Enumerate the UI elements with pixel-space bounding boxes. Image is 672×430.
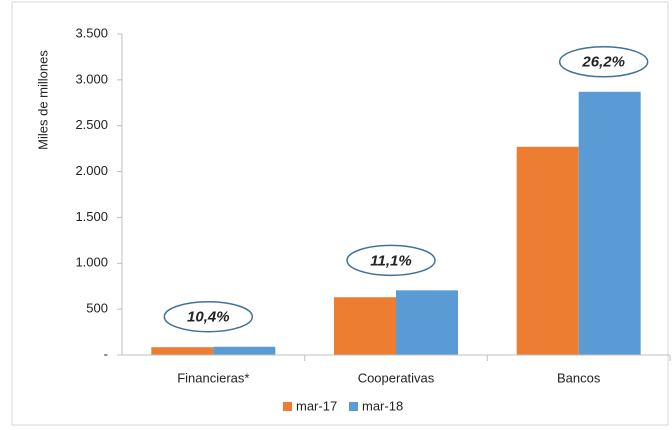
legend-swatch [349, 402, 358, 411]
y-tick-label: 2.000 [75, 163, 108, 178]
y-tick-label: 1.000 [75, 255, 108, 270]
x-tick-label: Financieras* [177, 370, 249, 385]
y-tick-label: 3.500 [75, 25, 108, 40]
legend-swatch [283, 402, 292, 411]
bar [516, 146, 579, 355]
bar [334, 297, 396, 355]
y-tick-label: 1.500 [75, 209, 108, 224]
annotation: 10,4% [187, 309, 230, 326]
x-tick-label: Cooperativas [358, 370, 435, 385]
annotation-ellipse [558, 46, 649, 78]
annotation: 26,2% [581, 54, 625, 71]
annotation: 11,1% [370, 252, 411, 269]
annotation-ellipse [346, 244, 436, 277]
y-tick-label: - [104, 346, 108, 361]
bar [213, 346, 276, 355]
y-axis-label: Miles de millones [35, 50, 50, 150]
bar [151, 347, 214, 355]
bar [578, 91, 641, 355]
x-tick-label: Bancos [557, 370, 601, 385]
legend-label: mar-17 [296, 398, 337, 413]
y-tick-label: 2.500 [75, 117, 108, 132]
y-tick-label: 3.000 [75, 71, 108, 86]
legend-label: mar-18 [362, 398, 403, 413]
annotation-ellipse [163, 300, 254, 333]
y-tick-label: 500 [86, 301, 108, 316]
bar [396, 290, 458, 355]
